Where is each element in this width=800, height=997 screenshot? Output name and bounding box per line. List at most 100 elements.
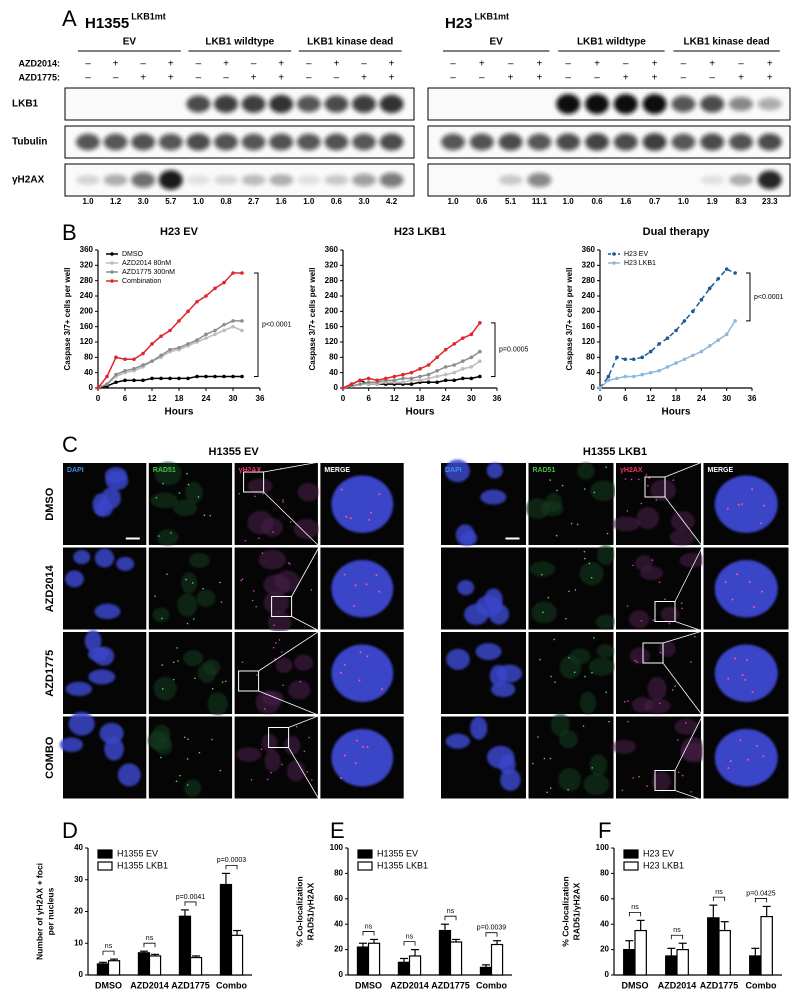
focus xyxy=(561,484,564,487)
treatment-sign: + xyxy=(536,73,542,84)
nucleus xyxy=(68,711,95,736)
focus xyxy=(651,559,654,561)
bracket xyxy=(754,898,768,903)
zoom-line xyxy=(664,496,703,547)
nucleus xyxy=(577,462,595,480)
y-axis-label: Caspase 3/7+ cells per well xyxy=(308,268,317,371)
quantification: 8.3 xyxy=(735,197,747,206)
bar xyxy=(665,955,678,976)
focus xyxy=(627,700,629,702)
condition-label: AZD1775 xyxy=(44,650,56,697)
focus xyxy=(637,478,640,481)
y-tick-label: 320 xyxy=(80,260,94,269)
point xyxy=(631,374,636,379)
annotation: ns xyxy=(105,943,113,950)
treatment-sign: + xyxy=(536,59,542,70)
zoom-line xyxy=(674,790,703,801)
merge-focus xyxy=(746,659,749,662)
nucleus xyxy=(150,492,178,509)
x-tick-label: 0 xyxy=(96,394,101,403)
focus xyxy=(554,681,556,683)
focus xyxy=(630,478,633,481)
x-tick-label: 18 xyxy=(672,394,681,403)
focus xyxy=(187,738,189,741)
focus xyxy=(308,736,310,739)
annotation: ns xyxy=(447,908,455,915)
quantification: 1.9 xyxy=(707,197,719,206)
blot-band xyxy=(324,133,349,151)
y-tick-label: 40 xyxy=(329,368,338,377)
panel-label: E xyxy=(330,818,345,843)
point xyxy=(123,378,127,383)
x-tick-label: 36 xyxy=(493,394,502,403)
focus xyxy=(567,788,569,791)
focus xyxy=(273,624,275,627)
point xyxy=(657,368,661,373)
merge-focus xyxy=(737,503,740,506)
zoom-line xyxy=(662,630,703,644)
focus xyxy=(203,514,206,516)
focus xyxy=(582,725,585,727)
focus xyxy=(289,521,292,523)
nucleus xyxy=(87,647,109,662)
point xyxy=(240,271,244,275)
y-tick-label: 80 xyxy=(329,352,338,361)
point xyxy=(240,374,244,379)
treatment-sign: + xyxy=(652,73,658,84)
treatment-sign: – xyxy=(196,73,202,84)
merge-focus xyxy=(352,604,355,607)
bar xyxy=(148,955,162,976)
annotation: p=0.0005 xyxy=(499,347,528,354)
merge-focus xyxy=(381,688,384,691)
point xyxy=(186,342,190,346)
treatment-sign: + xyxy=(140,73,146,84)
merge-focus xyxy=(366,655,369,658)
quantification: 1.0 xyxy=(303,197,315,206)
point xyxy=(231,271,235,275)
point xyxy=(443,378,448,383)
blot-band xyxy=(186,133,211,151)
nucleus xyxy=(262,690,284,706)
zoom-line xyxy=(263,491,320,547)
blot-band xyxy=(469,133,494,151)
point xyxy=(150,376,154,381)
blot-band xyxy=(757,133,782,151)
point xyxy=(691,309,695,314)
y-tick-label: 160 xyxy=(80,322,94,331)
merge-focus xyxy=(354,584,357,587)
bar xyxy=(479,966,493,976)
treatment-sign: – xyxy=(334,73,340,84)
focus xyxy=(540,573,543,576)
zoom-line xyxy=(288,747,320,801)
point xyxy=(159,353,163,358)
x-tick-label: Combo xyxy=(216,980,247,990)
blot-band xyxy=(186,95,211,113)
nucleus xyxy=(486,745,515,769)
focus xyxy=(553,638,555,641)
y-tick-label: 80 xyxy=(334,869,343,878)
y-tick-label: 160 xyxy=(582,322,596,331)
blot-band xyxy=(296,175,321,185)
point xyxy=(366,380,371,385)
focus xyxy=(219,581,221,584)
blot-band xyxy=(527,173,552,187)
focus xyxy=(668,622,671,625)
focus xyxy=(694,635,696,638)
annotation: ns xyxy=(715,889,723,896)
y-tick-label: 100 xyxy=(596,843,610,852)
nucleus xyxy=(446,648,470,670)
focus xyxy=(194,677,196,680)
focus xyxy=(549,787,552,789)
point xyxy=(401,372,405,377)
nucleus xyxy=(293,518,319,540)
y-tick-label: 40 xyxy=(600,919,609,928)
focus xyxy=(549,757,552,760)
point xyxy=(443,372,448,377)
treatment-sign: – xyxy=(450,59,456,70)
merge-focus xyxy=(358,679,361,682)
legend-label: H23 LKB1 xyxy=(624,260,656,267)
x-tick-label: 12 xyxy=(148,394,157,403)
nucleus xyxy=(157,529,179,546)
nucleus xyxy=(529,561,556,577)
point xyxy=(452,378,457,383)
